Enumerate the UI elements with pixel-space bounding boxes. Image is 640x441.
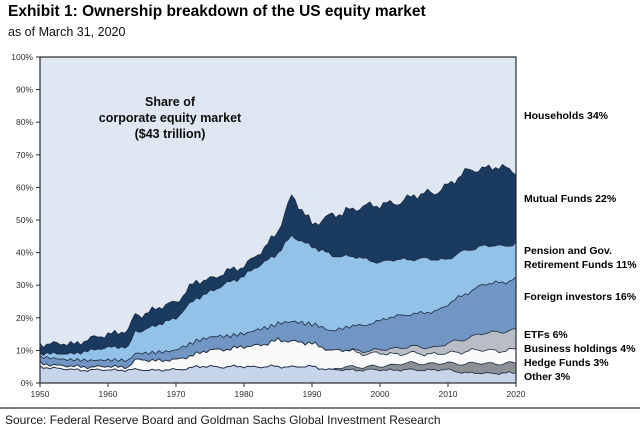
source-divider [0, 407, 640, 409]
boundary-foreign-investors [39, 276, 517, 363]
y-tick-label: 60% [16, 182, 33, 192]
y-tick-label: 90% [16, 85, 33, 95]
y-tick-label: 40% [16, 248, 33, 258]
boundary-mutual-funds [39, 164, 517, 348]
x-tick-label: 1960 [99, 389, 118, 399]
area-business-holdings [40, 337, 516, 372]
series-label-other: Other 3% [524, 371, 571, 383]
x-tick-label: 1990 [303, 389, 322, 399]
y-tick-label: 0% [21, 378, 34, 388]
series-label-pension-gov-retirement-funds: Pension and Gov. Retirement Funds 11% [524, 245, 637, 271]
y-tick-label: 100% [11, 52, 33, 62]
exhibit-subtitle: as of March 31, 2020 [8, 25, 126, 39]
series-label-business-holdings: Business holdings 4% [524, 343, 636, 355]
x-tick-label: 1950 [31, 389, 50, 399]
area-pension-and-gov-retirement-funds [40, 235, 516, 362]
x-tick-label: 2010 [439, 389, 458, 399]
series-label-foreign-investors: Foreign investors 16% [524, 291, 637, 303]
series-label-hedge-funds: Hedge Funds 3% [524, 357, 609, 369]
exhibit-title: Exhibit 1: Ownership breakdown of the US… [8, 3, 426, 20]
series-label-etfs: ETFs 6% [524, 329, 568, 341]
area-foreign-investors [40, 276, 516, 369]
y-tick-label: 70% [16, 150, 33, 160]
chart-annotation: Share of corporate equity market ($43 tr… [98, 95, 242, 141]
series-label-households: Households 34% [524, 110, 609, 122]
series-label-mutual-funds: Mutual Funds 22% [524, 193, 617, 205]
y-tick-label: 30% [16, 280, 33, 290]
y-tick-label: 80% [16, 117, 33, 127]
boundary-pension-and-gov-retirement-funds [39, 234, 517, 356]
area-etfs [40, 328, 516, 369]
x-tick-label: 1970 [167, 389, 186, 399]
y-tick-label: 50% [16, 215, 33, 225]
x-tick-label: 2000 [371, 389, 390, 399]
y-tick-label: 10% [16, 345, 33, 355]
source-text: Source: Federal Reserve Board and Goldma… [5, 413, 441, 427]
x-tick-label: 1980 [235, 389, 254, 399]
x-tick-label: 2020 [507, 389, 526, 399]
area-other [40, 364, 516, 383]
y-tick-label: 20% [16, 313, 33, 323]
boundary-hedge-funds [39, 361, 517, 372]
boundary-etfs [39, 328, 517, 370]
